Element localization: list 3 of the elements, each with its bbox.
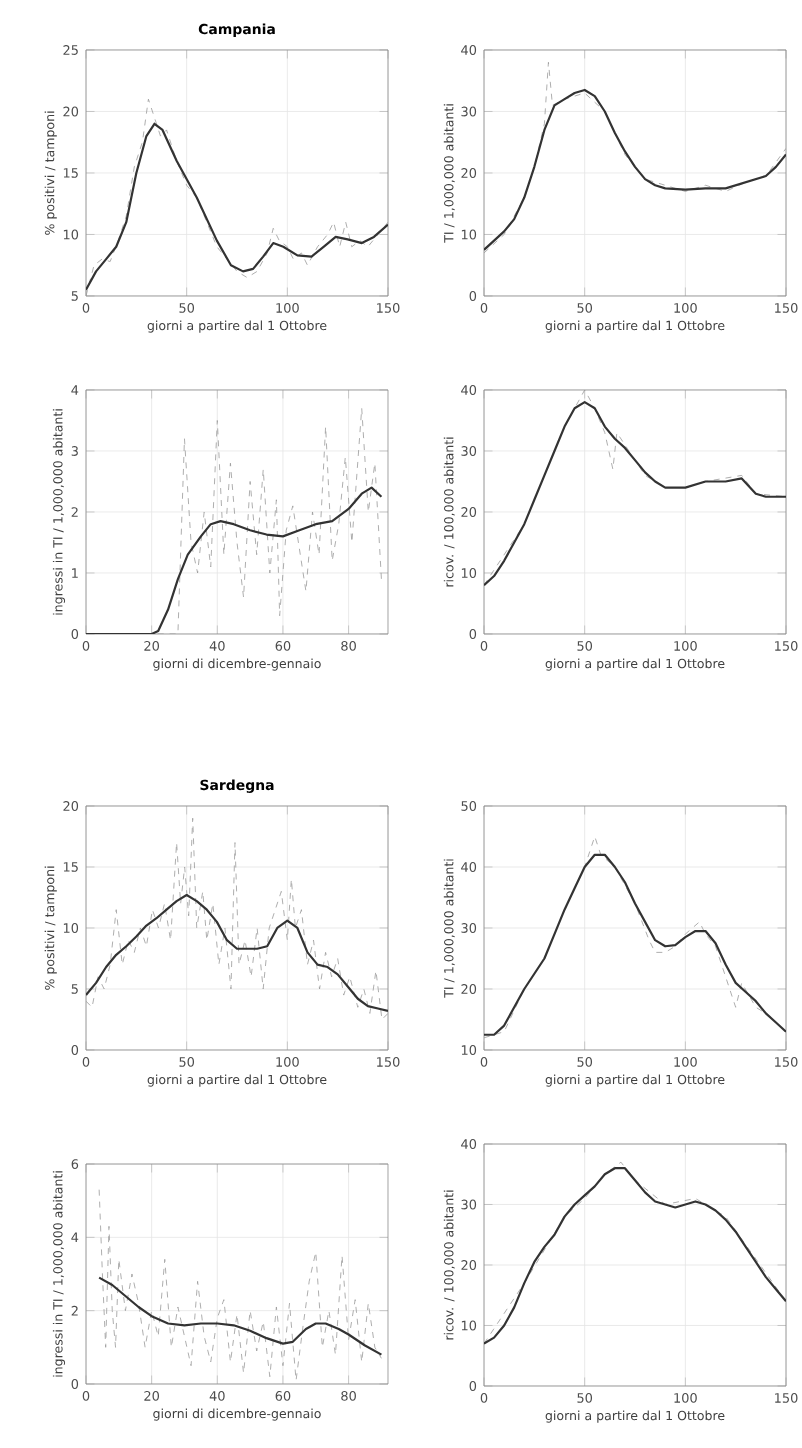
line-series [98, 1189, 382, 1381]
line-series [98, 1276, 383, 1356]
line-series [86, 817, 388, 1020]
